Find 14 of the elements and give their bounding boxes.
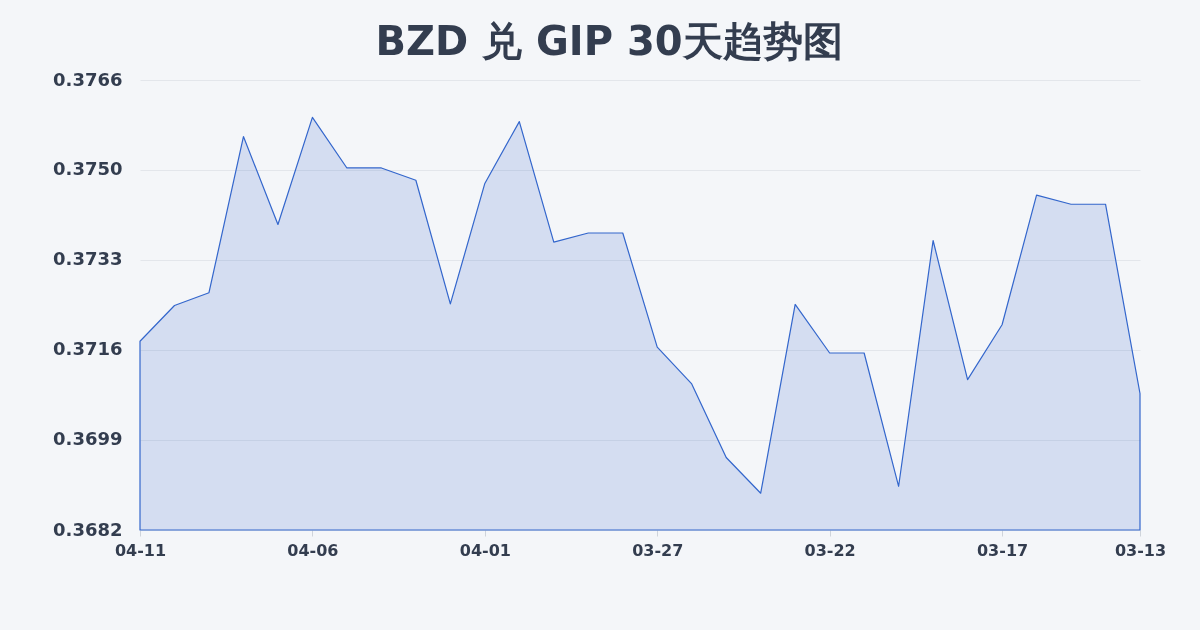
x-tick-label: 03-17 — [976, 540, 1029, 560]
y-tick-label: 0.3682 — [53, 518, 123, 540]
x-tick-label: 04-06 — [287, 540, 339, 560]
x-tick-label: 03-13 — [1114, 540, 1167, 560]
y-tick-label: 0.3750 — [53, 158, 123, 180]
x-tick-label: 04-11 — [114, 540, 167, 560]
x-tick-label: 03-27 — [632, 540, 684, 560]
y-tick-label: 0.3716 — [53, 338, 123, 360]
y-tick-label: 0.3733 — [53, 248, 123, 270]
chart-title: BZD 兑 GIP 30天趋势图 — [375, 18, 843, 64]
y-tick-label: 0.3766 — [53, 68, 123, 90]
x-tick-label: 03-22 — [804, 540, 856, 560]
x-tick-label: 04-01 — [459, 540, 511, 560]
y-tick-label: 0.3699 — [53, 428, 123, 450]
